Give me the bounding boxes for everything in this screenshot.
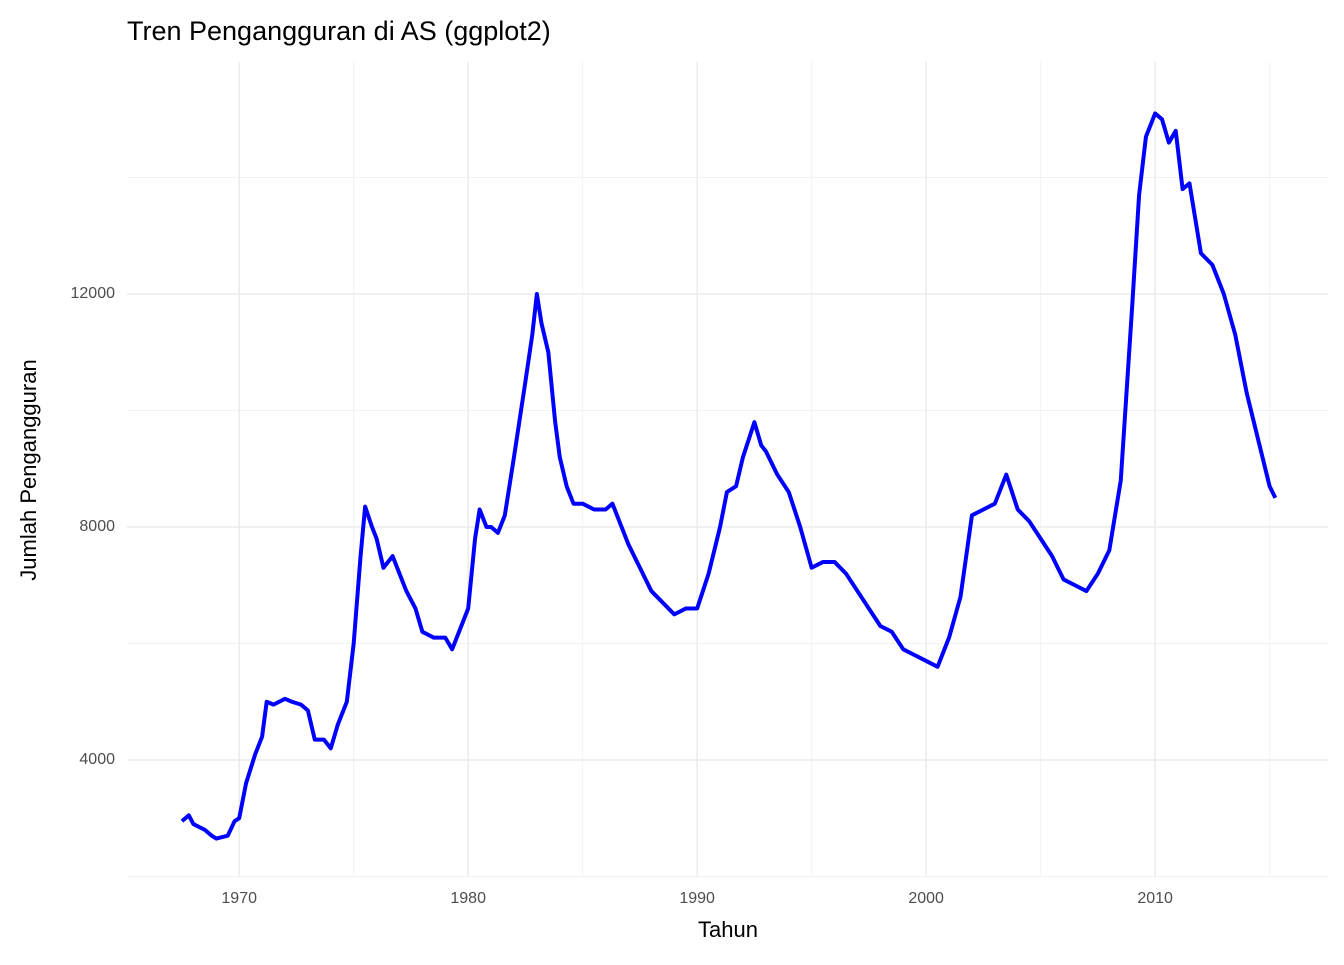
x-tick-label: 1970 [221,890,257,907]
y-axis-title: Jumlah Pengangguran [16,359,41,580]
y-tick-label: 4000 [79,751,115,768]
x-tick-label: 1990 [679,890,715,907]
data-line [180,111,1278,841]
chart-title: Tren Pengangguran di AS (ggplot2) [127,16,551,46]
y-tick-label: 8000 [79,518,115,535]
y-tick-label: 12000 [71,285,116,302]
x-axis-title: Tahun [698,917,758,942]
x-tick-label: 1980 [450,890,486,907]
x-tick-label: 2000 [908,890,944,907]
x-tick-label: 2010 [1137,890,1173,907]
